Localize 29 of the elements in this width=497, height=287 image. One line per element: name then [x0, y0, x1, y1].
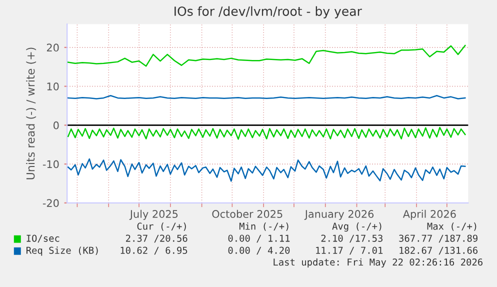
- text: Last update: Fri May 22 02:26:16 2026: [274, 258, 482, 268]
- text: 367.77 /187.89: [399, 234, 478, 243]
- text: 10.62 / 6.95: [120, 246, 188, 255]
- y-tick-label: 20: [46, 44, 59, 52]
- y-tick-label: -10: [42, 160, 59, 168]
- y-tick-label: 10: [47, 82, 59, 90]
- y-tick-label: 0: [54, 121, 59, 130]
- legend-label: Req Size (KB): [26, 246, 98, 256]
- y-tick-label: -20: [42, 199, 59, 208]
- text: 182.67 /131.66: [400, 246, 478, 255]
- text: 0.00 / 1.11: [228, 234, 290, 243]
- text: Avg (-/+): [332, 222, 382, 232]
- text: 0.00 / 4.20: [228, 246, 290, 255]
- text: Cur (-/+): [137, 222, 186, 231]
- text: 2.10 /17.53: [321, 234, 382, 243]
- x-tick-label: October 2025: [212, 210, 282, 218]
- line-series: [67, 126, 466, 140]
- line-series: [67, 44, 466, 67]
- x-tick-label: July 2025: [129, 210, 178, 220]
- text: Min (-/+): [239, 222, 288, 231]
- chart-title: IOs for /dev/lvm/root - by year: [174, 6, 362, 18]
- y-axis-title: Units read (-) / write (+): [26, 48, 36, 180]
- text: Max (-/+): [427, 222, 476, 231]
- text: 11.17 / 7.01: [316, 246, 383, 255]
- x-tick-label: January 2026: [304, 210, 374, 220]
- x-tick-label: April 2026: [402, 210, 456, 220]
- text: 2.37 /20.56: [126, 234, 188, 243]
- line-series: [67, 158, 466, 182]
- legend-label: IO/sec: [26, 234, 60, 243]
